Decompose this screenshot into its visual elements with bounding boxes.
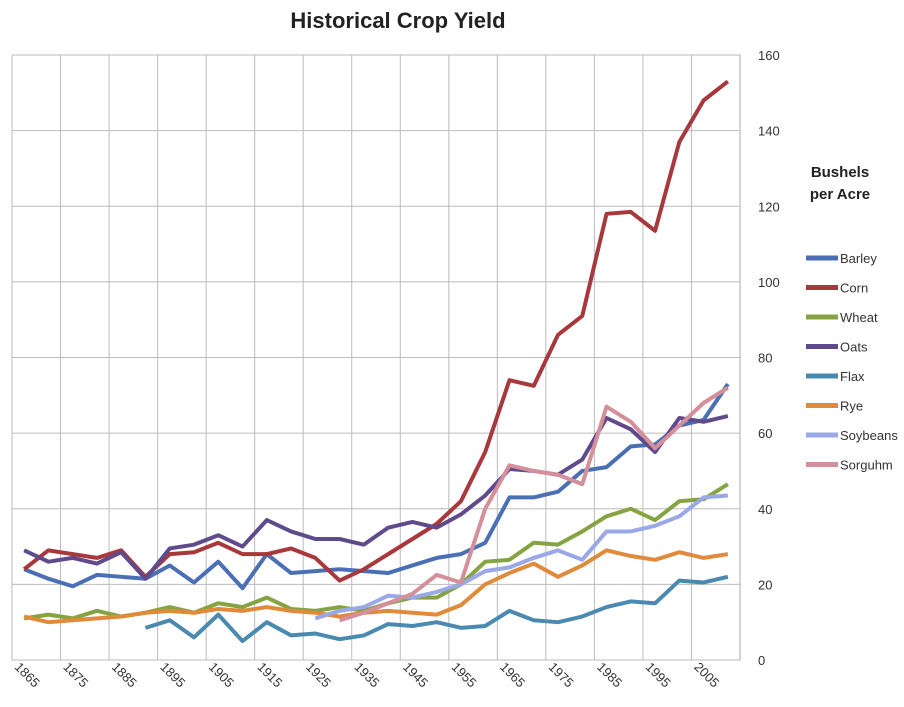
x-tick-label: 1905 [206,659,237,690]
x-tick-label: 1875 [60,659,91,690]
x-tick-label: 1955 [449,659,480,690]
legend-label: Oats [840,340,868,355]
chart-title: Historical Crop Yield [290,8,505,33]
legend-title: Bushels per Acre [809,164,871,203]
y-tick-label: 20 [758,577,772,592]
y-tick-label: 80 [758,351,772,366]
x-tick-label: 1945 [400,659,431,690]
y-tick-label: 160 [758,48,780,63]
y-tick-label: 100 [758,275,780,290]
y-tick-label: 40 [758,502,772,517]
series-line [22,79,730,583]
x-tick-label: 1975 [546,659,577,690]
x-tick-label: 1935 [352,659,383,690]
y-tick-label: 140 [758,124,780,139]
series-line [144,574,729,644]
series-line [23,414,729,581]
y-tick-label: 60 [758,426,772,441]
series-line [23,548,729,625]
x-tick-label: 1885 [109,659,140,690]
x-tick-label: 2005 [691,659,722,690]
series-line [23,482,729,621]
x-tick-label: 1895 [157,659,188,690]
y-tick-label: 0 [758,653,765,668]
legend-label: Wheat [840,310,878,325]
x-tick-label: 1915 [254,659,285,690]
x-tick-label: 1985 [594,659,625,690]
legend-label: Sorguhm [840,458,893,473]
x-tick-label: 1865 [12,659,43,690]
legend-label: Barley [840,251,877,266]
x-tick-label: 1925 [303,659,334,690]
series-line [339,386,729,623]
series-line [23,382,730,591]
legend-label: Soybeans [840,428,898,443]
legend-label: Rye [840,399,863,414]
series-line [314,493,729,621]
x-tick-label: 1995 [643,659,674,690]
legend-label: Corn [840,281,868,296]
y-tick-label: 120 [758,199,780,214]
x-tick-label: 1965 [497,659,528,690]
legend-label: Flax [840,369,865,384]
